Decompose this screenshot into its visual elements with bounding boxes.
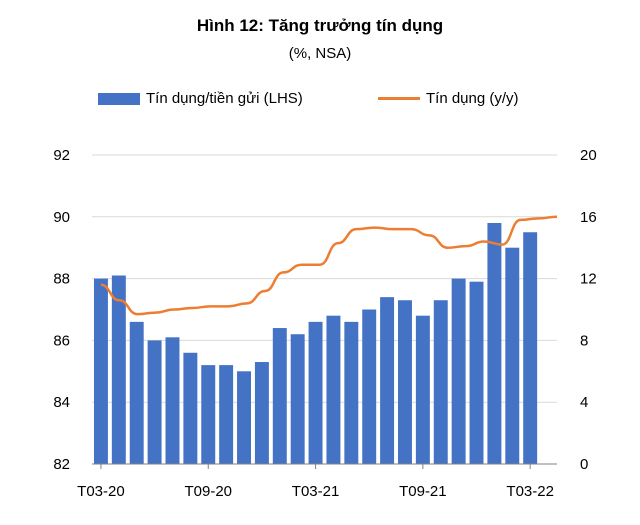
bar <box>398 300 412 464</box>
legend-bar-swatch <box>98 92 140 105</box>
bar <box>290 334 305 464</box>
y-right-tick-label: 20 <box>580 147 597 164</box>
bar <box>505 247 520 464</box>
bar <box>272 328 287 464</box>
bar <box>111 275 126 464</box>
y-left-tick-label: 86 <box>53 332 70 349</box>
chart-title: Hình 12: Tăng trưởng tín dụng <box>196 16 444 35</box>
bar <box>487 222 502 464</box>
legend-label-line: Tín dụng (y/y) <box>426 90 519 107</box>
bar <box>433 300 448 464</box>
bar <box>523 232 538 464</box>
y-left-tick-label: 88 <box>53 271 70 288</box>
bar <box>219 365 234 464</box>
bar <box>362 309 377 464</box>
y-left-tick-label: 84 <box>53 394 70 411</box>
legend-label-bar: Tín dụng/tiền gửi (LHS) <box>146 90 303 107</box>
line-series <box>100 215 558 316</box>
y-right-tick-label: 4 <box>580 394 588 411</box>
legend-item-line: Tín dụng (y/y) <box>378 90 519 107</box>
bar <box>415 315 430 464</box>
bar <box>326 315 341 464</box>
bar <box>183 352 198 464</box>
bar <box>129 321 144 464</box>
bar <box>451 278 466 464</box>
legend-line-swatch <box>378 97 420 100</box>
y-left-tick-label: 92 <box>53 147 70 164</box>
bar <box>380 297 395 464</box>
legend-item-bar: Tín dụng/tiền gửi (LHS) <box>98 90 303 107</box>
y-right-tick-label: 16 <box>580 209 597 226</box>
y-left-tick-label: 82 <box>53 456 70 473</box>
y-right-tick-label: 0 <box>580 456 588 473</box>
y-left-tick-label: 90 <box>53 209 70 226</box>
x-tick-label: T03-20 <box>77 483 125 500</box>
legend: Tín dụng/tiền gửi (LHS) Tín dụng (y/y) <box>0 90 640 114</box>
x-tick-label: T09-20 <box>184 483 232 500</box>
bar <box>93 278 108 464</box>
bar <box>254 362 269 464</box>
chart-subtitle: (%, NSA) <box>288 45 352 62</box>
bar <box>344 321 359 464</box>
bar <box>165 337 180 464</box>
bar <box>308 321 323 464</box>
bar <box>237 371 251 464</box>
y-right-tick-label: 12 <box>580 271 597 288</box>
bar <box>201 365 216 464</box>
y-right-tick-label: 8 <box>580 332 588 349</box>
x-tick-label: T03-21 <box>292 483 340 500</box>
bar <box>469 281 484 464</box>
x-tick-label: T03-22 <box>506 483 554 500</box>
bar <box>147 340 162 464</box>
x-tick-label: T09-21 <box>399 483 447 500</box>
